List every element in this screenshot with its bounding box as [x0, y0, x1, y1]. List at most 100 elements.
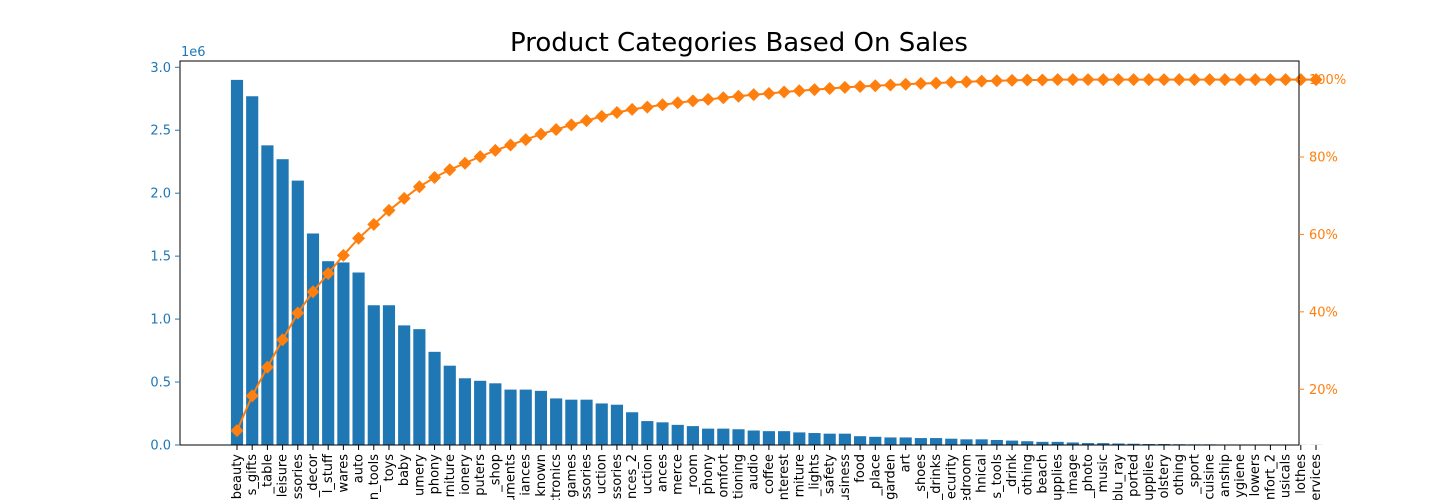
sales-bar: [702, 428, 715, 445]
x-axis-tick-label: blu_ray: [1111, 454, 1126, 500]
x-axis-tick-label: ygiene: [1233, 454, 1248, 498]
cumulative-percent-marker: [1203, 73, 1217, 87]
right-axis-tick-label: 60%: [1309, 228, 1338, 243]
cumulative-percent-marker: [367, 217, 381, 231]
sales-bar: [914, 438, 927, 445]
x-axis-tick-label: phony: [428, 454, 443, 495]
left-axis-tick-label: 1.0: [150, 313, 171, 328]
sales-bar: [246, 96, 259, 446]
x-axis-tick-label: essories: [291, 454, 306, 500]
x-axis-tick-label: audio: [747, 454, 762, 490]
x-axis-tick-label: leisure: [276, 454, 291, 497]
sales-bar: [929, 438, 943, 445]
cumulative-percent-marker: [1127, 73, 1141, 87]
cumulative-percent-marker: [564, 118, 578, 132]
x-axis-tick-label: _drinks: [929, 454, 944, 500]
sales-bar: [276, 159, 289, 445]
sales-bar: [398, 325, 411, 445]
cumulative-percent-marker: [1172, 73, 1186, 87]
cumulative-percent-marker: [716, 91, 730, 105]
sales-bar: [595, 403, 608, 445]
cumulative-percent-marker: [321, 267, 335, 281]
x-axis-tick-label: uments: [504, 454, 519, 500]
right-axis-tick-label: 40%: [1309, 305, 1338, 320]
cumulative-percent-marker: [701, 92, 715, 106]
sales-bar: [1021, 441, 1034, 445]
sales-bar: [1157, 443, 1171, 445]
right-axis-tick-label: 100%: [1309, 73, 1346, 88]
x-axis-tick-label: _sport: [1187, 454, 1202, 495]
sales-bar: [1112, 443, 1125, 445]
x-axis-tick-label: food: [853, 454, 868, 483]
left-axis-tick-label: 2.5: [150, 124, 171, 139]
x-axis-tick-label: auto: [352, 454, 367, 483]
right-axis-tick-label: 20%: [1309, 383, 1338, 398]
sales-bar: [352, 272, 365, 445]
x-axis-tick-label: rniture: [792, 454, 807, 497]
cumulative-percent-marker: [549, 123, 563, 137]
x-axis-tick-label: _decor: [306, 453, 321, 498]
cumulative-percent-marker: [1111, 73, 1125, 87]
x-axis-tick-label: rniture: [443, 454, 458, 497]
x-axis-tick-label: anship: [1218, 454, 1233, 497]
sales-bar: [990, 439, 1003, 445]
sales-bar: [458, 378, 472, 445]
x-axis-tick-label: nterest: [777, 454, 792, 500]
x-axis-tick-label: othing: [1020, 454, 1035, 495]
x-axis-tick-label: uction: [595, 454, 610, 494]
sales-bar: [489, 383, 502, 445]
x-axis-tick-label: coffee: [762, 454, 777, 494]
cumulative-percent-marker: [823, 81, 837, 95]
cumulative-percent-marker: [656, 98, 670, 112]
x-axis-tick-label: edroom: [959, 454, 974, 500]
sales-bar: [1081, 443, 1095, 445]
x-axis-tick-label: _photo: [1081, 454, 1096, 499]
cumulative-percent-marker: [1309, 73, 1323, 87]
cumulative-percent-marker: [838, 80, 852, 94]
x-axis-tick-label: cuisine: [1203, 454, 1218, 500]
sales-bar: [322, 261, 335, 445]
sales-bar: [367, 305, 380, 445]
cumulative-percent-marker: [671, 96, 685, 110]
x-axis-tick-label: omfort: [716, 454, 731, 498]
cumulative-percent-marker: [336, 248, 350, 262]
cumulative-percent-marker: [610, 105, 624, 119]
cumulative-percent-marker: [747, 88, 761, 102]
x-axis-tick-label: n_tools: [367, 454, 382, 500]
sales-bar: [762, 431, 775, 445]
cumulative-percent-marker: [1081, 73, 1095, 87]
x-axis-tick-label: othing: [1172, 454, 1187, 495]
x-axis-tick-label: l_stuff: [321, 453, 336, 493]
x-axis-tick-label: nces_2: [625, 454, 640, 499]
cumulative-percent-marker: [580, 114, 594, 128]
x-axis-tick-label: upplies: [1051, 454, 1066, 500]
x-axis-tick-label: hnical: [975, 454, 990, 493]
sales-bar: [306, 233, 320, 445]
sales-bar: [671, 424, 684, 445]
sales-bar: [975, 439, 988, 445]
cumulative-percent-marker: [1051, 73, 1065, 87]
cumulative-percent-marker: [1066, 73, 1080, 87]
x-axis-tick-label: essories: [580, 454, 595, 500]
x-axis-tick-label: iances: [519, 454, 534, 496]
sales-bar: [838, 433, 851, 445]
x-axis-tick-label: ionery: [458, 454, 473, 495]
x-axis-tick-label: usiness: [838, 454, 853, 500]
x-axis-tick-label: _room: [686, 454, 701, 495]
x-axis-tick-label: _shoes: [914, 454, 929, 499]
x-axis-tick-label: _drink: [1005, 454, 1020, 495]
cumulative-percent-marker: [625, 102, 639, 116]
cumulative-percent-marker: [230, 424, 244, 438]
cumulative-percent-marker: [883, 78, 897, 92]
right-axis-tick-label: 80%: [1309, 151, 1338, 166]
sales-bar: [443, 365, 456, 445]
left-axis-tick-label: 1.5: [150, 250, 171, 265]
x-axis-tick-label: olstery: [1157, 454, 1172, 499]
chart-title: Product Categories Based On Sales: [510, 28, 968, 58]
cumulative-percent-marker: [807, 83, 821, 97]
sales-bar: [1005, 440, 1019, 445]
cumulative-percent-marker: [1187, 73, 1201, 87]
sales-bar: [534, 390, 548, 445]
left-axis-tick-label: 3.0: [150, 61, 171, 76]
cumulative-percent-marker: [868, 79, 882, 93]
